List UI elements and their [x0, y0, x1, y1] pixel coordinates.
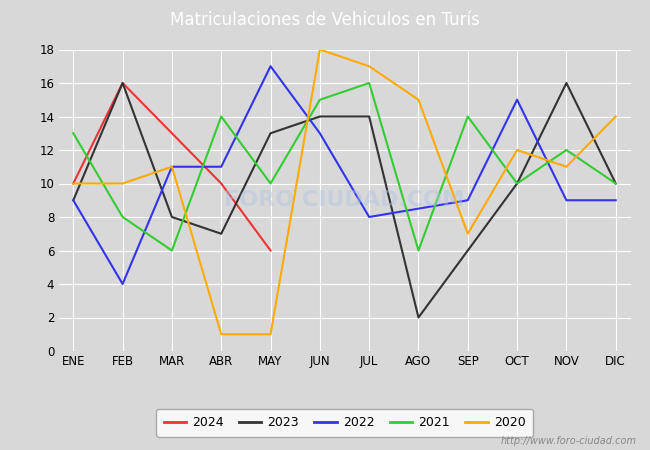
- Legend: 2024, 2023, 2022, 2021, 2020: 2024, 2023, 2022, 2021, 2020: [156, 409, 533, 436]
- Text: Matriculaciones de Vehiculos en Turís: Matriculaciones de Vehiculos en Turís: [170, 11, 480, 29]
- Text: FORO CIUDAD.COM: FORO CIUDAD.COM: [224, 190, 465, 210]
- Text: http://www.foro-ciudad.com: http://www.foro-ciudad.com: [501, 436, 637, 446]
